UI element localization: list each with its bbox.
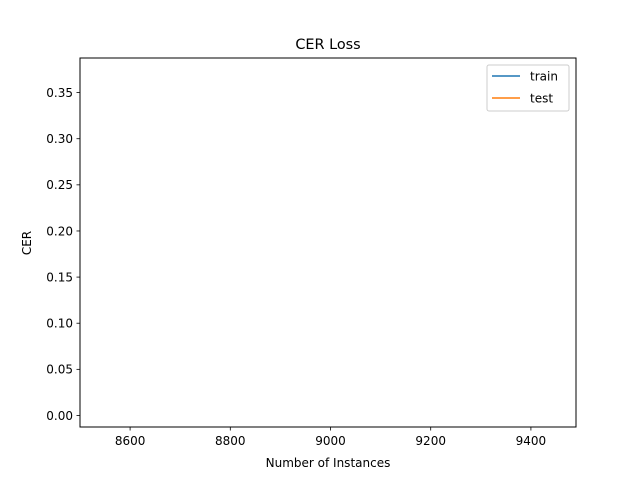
x-tick-label: 9400 <box>516 434 547 448</box>
x-axis-label: Number of Instances <box>266 456 391 470</box>
legend: train test <box>486 64 570 112</box>
y-axis: 0.00 0.05 0.10 0.15 0.20 0.25 0.30 0.35 <box>46 86 80 423</box>
plot-frame <box>79 57 577 428</box>
y-tick-label: 0.10 <box>46 317 73 331</box>
y-axis-label: CER <box>20 231 34 255</box>
x-tick-label: 9200 <box>415 434 446 448</box>
plot-area <box>79 57 577 428</box>
legend-label-test: test <box>530 91 553 105</box>
y-tick-label: 0.00 <box>46 409 73 423</box>
y-tick-label: 0.25 <box>46 178 73 192</box>
chart-title: CER Loss <box>295 37 360 53</box>
y-tick-label: 0.30 <box>46 132 73 146</box>
y-tick-label: 0.15 <box>46 270 73 284</box>
y-tick-label: 0.35 <box>46 86 73 100</box>
x-tick-label: 8600 <box>115 434 146 448</box>
y-tick-label: 0.20 <box>46 224 73 238</box>
x-axis: 8600 8800 9000 9200 9400 <box>115 427 546 448</box>
x-tick-label: 9000 <box>315 434 346 448</box>
x-tick-label: 8800 <box>215 434 246 448</box>
y-tick-label: 0.05 <box>46 363 73 377</box>
legend-label-train: train <box>530 69 558 83</box>
